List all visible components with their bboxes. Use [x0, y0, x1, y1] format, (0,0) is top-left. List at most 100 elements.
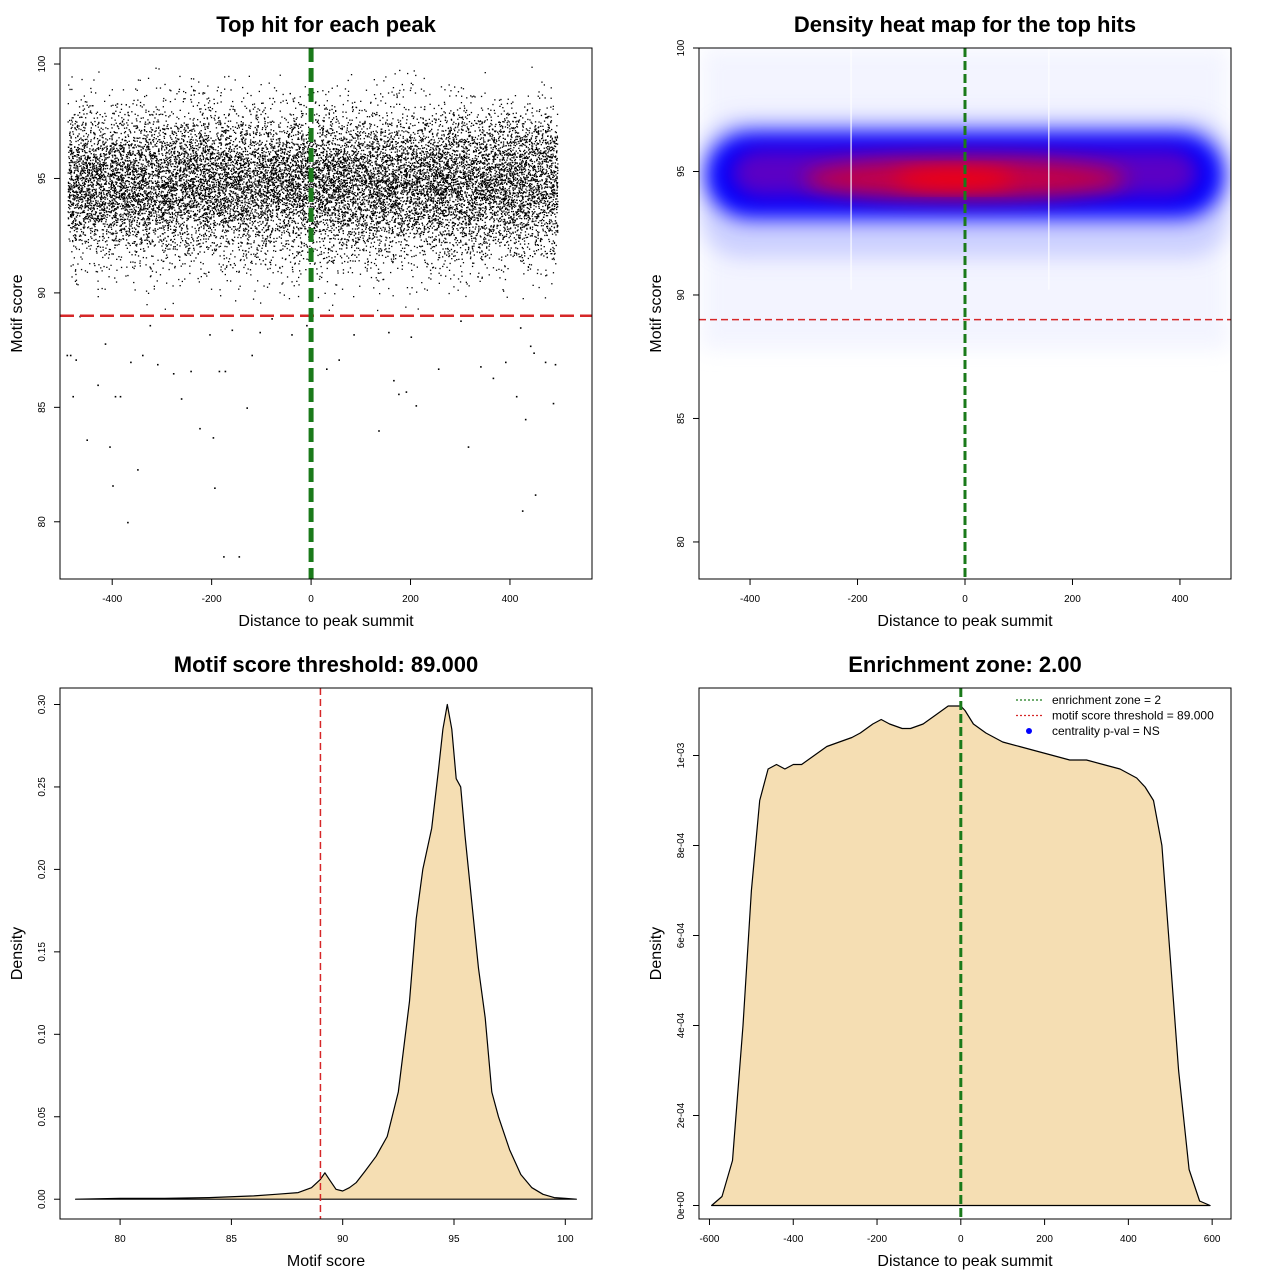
scatter-point — [390, 212, 391, 213]
scatter-point — [189, 176, 190, 177]
scatter-point — [122, 158, 123, 159]
scatter-point — [420, 117, 421, 118]
scatter-point — [395, 172, 396, 173]
scatter-point — [100, 189, 101, 190]
scatter-point — [142, 184, 143, 185]
scatter-point — [178, 91, 179, 92]
scatter-point — [292, 147, 293, 148]
scatter-point — [258, 207, 259, 208]
scatter-point — [477, 139, 478, 140]
scatter-point — [346, 144, 347, 145]
scatter-point — [432, 222, 433, 223]
scatter-point — [99, 236, 100, 237]
scatter-point — [556, 209, 557, 210]
scatter-point — [208, 140, 209, 141]
scatter-point — [397, 95, 398, 96]
scatter-point — [368, 198, 369, 199]
scatter-point — [246, 108, 247, 109]
scatter-point — [498, 168, 499, 169]
scatter-point — [484, 184, 485, 185]
scatter-point — [308, 202, 309, 203]
scatter-point — [265, 127, 266, 128]
scatter-point — [256, 150, 257, 151]
scatter-point — [457, 150, 458, 151]
scatter-point — [456, 228, 457, 229]
scatter-point — [156, 200, 157, 201]
scatter-point — [198, 230, 199, 231]
scatter-point — [283, 100, 284, 101]
scatter-point — [504, 190, 505, 191]
scatter-point — [239, 188, 240, 189]
scatter-point — [557, 230, 558, 231]
scatter-point — [531, 112, 532, 113]
scatter-point — [284, 295, 285, 296]
scatter-point — [437, 200, 438, 201]
scatter-point — [332, 170, 333, 171]
scatter-point — [303, 215, 304, 216]
scatter-point — [115, 214, 116, 215]
scatter-point — [256, 165, 257, 166]
scatter-point — [510, 251, 511, 252]
scatter-point — [107, 168, 108, 169]
scatter-point — [133, 234, 134, 235]
scatter-point — [375, 151, 376, 152]
scatter-point — [154, 288, 155, 289]
scatter-point — [70, 231, 71, 232]
scatter-point — [378, 280, 379, 281]
scatter-point — [385, 122, 386, 123]
scatter-point — [203, 164, 204, 165]
scatter-point — [245, 135, 246, 136]
scatter-point — [436, 173, 437, 174]
scatter-point — [539, 148, 540, 149]
scatter-point — [280, 122, 281, 123]
scatter-point — [523, 154, 524, 155]
scatter-point — [82, 178, 83, 179]
scatter-point — [363, 143, 364, 144]
scatter-point — [354, 231, 355, 232]
scatter-point — [512, 162, 513, 163]
scatter-point — [365, 154, 366, 155]
scatter-point — [535, 244, 536, 245]
scatter-point — [256, 111, 257, 112]
scatter-point — [339, 248, 340, 249]
scatter-point — [71, 186, 72, 187]
scatter-point — [469, 114, 470, 115]
scatter-point — [304, 245, 305, 246]
scatter-point — [442, 203, 443, 204]
scatter-point — [553, 199, 554, 200]
scatter-point — [373, 176, 374, 177]
scatter-point — [352, 120, 353, 121]
scatter-point — [128, 154, 129, 155]
scatter-point — [483, 139, 484, 140]
scatter-point — [193, 139, 194, 140]
scatter-point — [156, 216, 157, 217]
scatter-point — [288, 214, 289, 215]
scatter-point — [485, 225, 486, 226]
scatter-point — [467, 283, 468, 284]
scatter-point — [538, 249, 539, 250]
scatter-point — [487, 167, 488, 168]
scatter-point — [257, 153, 258, 154]
scatter-point — [488, 172, 489, 173]
scatter-point — [127, 191, 128, 192]
scatter-point — [452, 227, 453, 228]
scatter-point — [228, 261, 229, 262]
scatter-point — [167, 230, 168, 231]
scatter-point — [377, 310, 378, 311]
scatter-point — [539, 155, 540, 156]
scatter-point — [375, 259, 376, 260]
scatter-point — [338, 176, 339, 177]
scatter-point — [277, 142, 278, 143]
scatter-point — [352, 205, 353, 206]
scatter-point — [482, 207, 483, 208]
scatter-point — [164, 220, 165, 221]
scatter-point — [509, 194, 510, 195]
scatter-point — [134, 147, 135, 148]
scatter-point — [376, 277, 377, 278]
scatter-point — [500, 225, 501, 226]
scatter-point — [77, 212, 78, 213]
scatter-point — [265, 259, 266, 260]
scatter-point — [200, 268, 201, 269]
scatter-point — [300, 127, 301, 128]
